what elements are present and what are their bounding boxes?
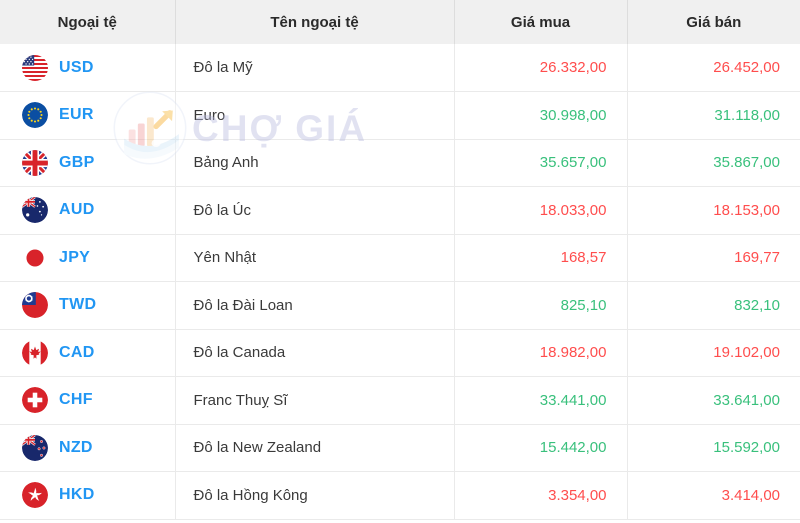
currency-name: Yên Nhật [175, 234, 455, 282]
currency-name: Bảng Anh [175, 139, 455, 187]
flag-us-icon [22, 54, 48, 81]
currency-code: GBP [59, 153, 95, 171]
table-row[interactable]: TWD Đô la Đài Loan 825,10 832,10 [0, 281, 800, 330]
buy-price: 825,10 [454, 281, 628, 330]
buy-price: 3.354,00 [454, 471, 628, 520]
buy-price: 33.441,00 [454, 376, 628, 425]
buy-price: 168,57 [454, 234, 628, 282]
currency-name: Franc Thuỵ Sĩ [175, 376, 455, 425]
sell-price: 3.414,00 [627, 471, 800, 520]
flag-au-icon [22, 197, 48, 224]
buy-price: 30.998,00 [454, 91, 628, 140]
table-row[interactable]: AUD Đô la Úc 18.033,00 18.153,00 [0, 186, 800, 235]
column-header-sell-price[interactable]: Giá bán [627, 0, 800, 44]
currency-name: Euro [175, 91, 455, 140]
buy-price: 18.982,00 [454, 329, 628, 377]
table-row[interactable]: HKD Đô la Hồng Kông 3.354,00 3.414,00 [0, 471, 800, 520]
flag-eu-icon [22, 102, 48, 129]
currency-cell: GBP [0, 139, 176, 187]
table-row[interactable]: NZD Đô la New Zealand 15.442,00 15.592,00 [0, 424, 800, 472]
sell-price: 35.867,00 [627, 139, 800, 187]
buy-price: 18.033,00 [454, 186, 628, 235]
currency-cell: CHF [0, 376, 176, 425]
buy-price: 35.657,00 [454, 139, 628, 187]
table-row[interactable]: JPY Yên Nhật 168,57 169,77 [0, 234, 800, 282]
sell-price: 15.592,00 [627, 424, 800, 472]
currency-cell: HKD [0, 471, 176, 520]
sell-price: 18.153,00 [627, 186, 800, 235]
currency-code: CHF [59, 391, 93, 409]
currency-name: Đô la Canada [175, 329, 455, 377]
sell-price: 169,77 [627, 234, 800, 282]
flag-ch-icon [22, 387, 48, 414]
flag-gb-icon [22, 149, 48, 176]
currency-code: HKD [59, 486, 95, 504]
column-header-buy-price[interactable]: Giá mua [454, 0, 628, 44]
currency-code: TWD [59, 296, 97, 314]
column-header-currency-name[interactable]: Tên ngoại tệ [175, 0, 455, 44]
table-row[interactable]: CHF Franc Thuỵ Sĩ 33.441,00 33.641,00 [0, 376, 800, 425]
currency-code: JPY [59, 248, 91, 266]
buy-price: 15.442,00 [454, 424, 628, 472]
table-row[interactable]: GBP Bảng Anh 35.657,00 35.867,00 [0, 139, 800, 187]
header-row: Ngoại tệ Tên ngoại tệ Giá mua Giá bán [0, 0, 800, 44]
sell-price: 31.118,00 [627, 91, 800, 140]
currency-cell: EUR [0, 91, 176, 140]
currency-cell: USD [0, 44, 176, 92]
column-header-currency[interactable]: Ngoại tệ [0, 0, 176, 44]
table-row[interactable]: CAD Đô la Canada 18.982,00 19.102,00 [0, 329, 800, 377]
flag-ca-icon [22, 339, 48, 366]
currency-code: USD [59, 58, 94, 76]
table-header: Ngoại tệ Tên ngoại tệ Giá mua Giá bán [0, 0, 800, 44]
currency-cell: JPY [0, 234, 176, 282]
sell-price: 19.102,00 [627, 329, 800, 377]
flag-hk-icon [22, 482, 48, 509]
sell-price: 832,10 [627, 281, 800, 330]
flag-tw-icon [22, 292, 48, 319]
currency-cell: CAD [0, 329, 176, 377]
table-row[interactable]: USD Đô la Mỹ 26.332,00 26.452,00 [0, 44, 800, 92]
sell-price: 26.452,00 [627, 44, 800, 92]
currency-cell: TWD [0, 281, 176, 330]
currency-code: CAD [59, 343, 95, 361]
currency-code: AUD [59, 201, 95, 219]
currency-cell: NZD [0, 424, 176, 472]
flag-jp-icon [22, 244, 48, 271]
table-row[interactable]: EUR Euro 30.998,00 31.118,00 [0, 91, 800, 140]
currency-name: Đô la Mỹ [175, 44, 455, 92]
sell-price: 33.641,00 [627, 376, 800, 425]
currency-name: Đô la Hồng Kông [175, 471, 455, 520]
buy-price: 26.332,00 [454, 44, 628, 92]
currency-name: Đô la New Zealand [175, 424, 455, 472]
currency-name: Đô la Úc [175, 186, 455, 235]
currency-code: NZD [59, 438, 93, 456]
currency-code: EUR [59, 106, 94, 124]
currency-cell: AUD [0, 186, 176, 235]
table-body: USD Đô la Mỹ 26.332,00 26.452,00 EUR Euro 30.… [0, 44, 800, 520]
currency-name: Đô la Đài Loan [175, 281, 455, 330]
flag-nz-icon [22, 434, 48, 461]
